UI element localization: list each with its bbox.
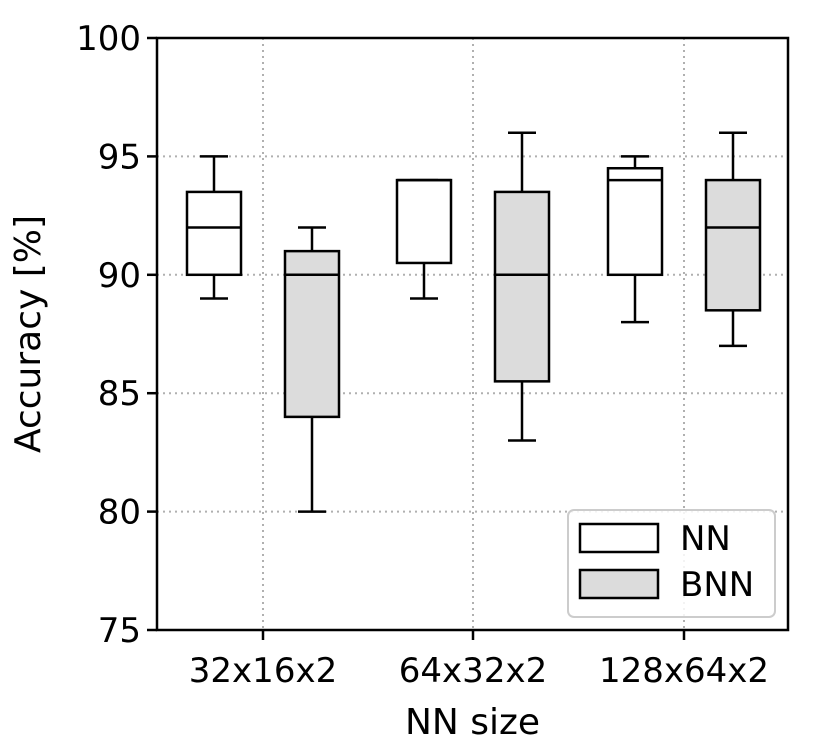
box-iqr	[185, 190, 243, 277]
y-axis-label: Accuracy [%]	[8, 215, 49, 453]
box-iqr	[493, 190, 551, 383]
bnn-box-3	[704, 131, 762, 348]
box-iqr	[283, 249, 341, 419]
bnn-box-1	[283, 226, 341, 513]
box-iqr	[395, 178, 453, 265]
box-iqr	[606, 166, 664, 277]
legend-swatch-bnn	[578, 568, 660, 600]
x-axis-ticks: 32x16x2 64x32x2 128x64x2	[189, 630, 769, 691]
nn-box-1	[185, 155, 243, 300]
y-tick-label: 85	[98, 374, 141, 414]
y-tick-label: 80	[98, 493, 141, 533]
legend-swatch-nn	[578, 522, 660, 554]
nn-box-3	[606, 155, 664, 324]
box-plots	[185, 131, 762, 513]
y-tick-label: 75	[98, 611, 141, 651]
legend-label-bnn: BNN	[680, 565, 754, 605]
x-axis-label: NN size	[405, 702, 540, 743]
nn-box-2	[395, 178, 453, 300]
y-tick-label: 95	[98, 137, 141, 177]
y-tick-label: 90	[98, 256, 141, 296]
y-axis-ticks: 75 80 85 90 95 100	[76, 19, 157, 651]
x-tick-label: 64x32x2	[399, 651, 547, 691]
legend-label-nn: NN	[680, 519, 731, 559]
bnn-box-2	[493, 131, 551, 442]
x-tick-label: 128x64x2	[599, 651, 769, 691]
legend: NN BNN	[567, 509, 776, 618]
x-tick-label: 32x16x2	[189, 651, 337, 691]
box-iqr	[704, 178, 762, 312]
y-tick-label: 100	[76, 19, 141, 59]
